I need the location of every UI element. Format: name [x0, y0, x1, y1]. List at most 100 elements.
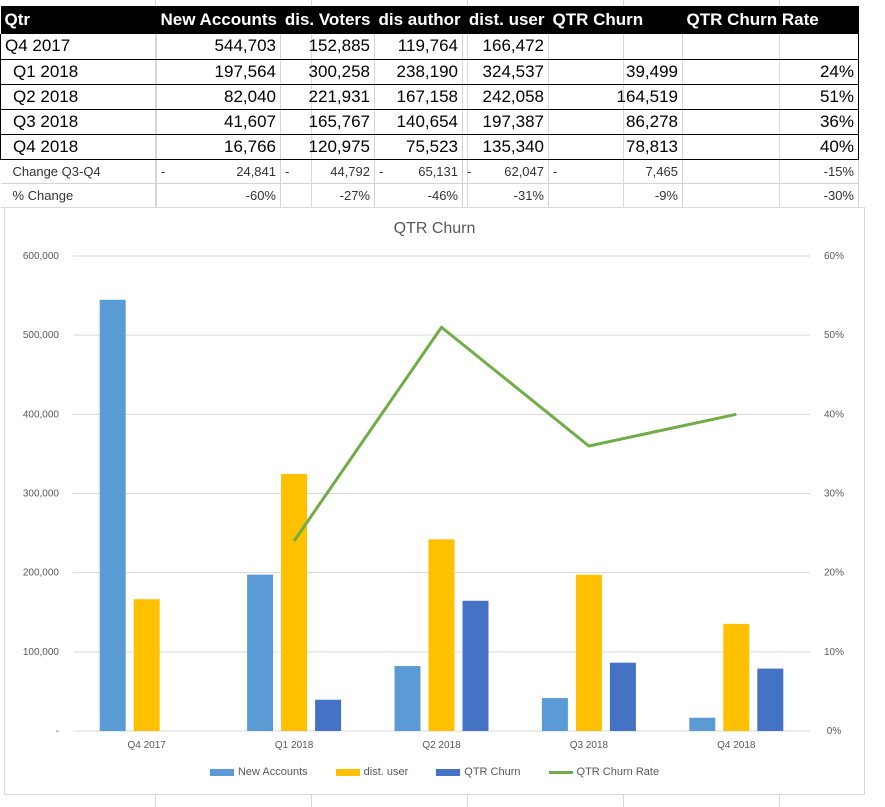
table-cell[interactable]: Q4 2018 — [0, 134, 157, 160]
y-right-tick-label: 50% — [824, 330, 844, 341]
y-right-tick-label: 30% — [824, 489, 844, 500]
y-right-tick-label: 40% — [824, 409, 844, 420]
table-row: Q2 2018 82,040 221,931 167,158 242,058 164,51… — [0, 84, 859, 110]
y-left-tick-label: 100,000 — [23, 647, 60, 658]
table-cell[interactable]: 221,931 — [280, 84, 375, 110]
table-cell[interactable]: -60% — [156, 183, 281, 208]
chart-panel[interactable]: QTR Churn - 0% 100,000 10% 200,000 20% 300,000… — [4, 207, 865, 795]
chart-title: QTR Churn — [393, 220, 476, 237]
table-cell[interactable]: - 24,841 — [156, 159, 281, 184]
table-cell[interactable] — [548, 34, 683, 60]
table-cell[interactable]: 86,278 — [548, 109, 683, 135]
table-cell[interactable]: 300,258 — [280, 59, 375, 85]
table-cell[interactable]: % Change — [0, 183, 157, 208]
table-cell[interactable]: - 7,465 — [548, 159, 683, 184]
bar — [428, 539, 455, 731]
table-cell[interactable]: 36% — [682, 109, 859, 135]
table-cell[interactable]: -27% — [280, 183, 375, 208]
table-cell[interactable]: 164,519 — [548, 84, 683, 110]
x-tick-label: Q2 2018 — [422, 740, 461, 751]
legend-label: QTR Churn — [464, 766, 521, 778]
table-cell[interactable]: Q3 2018 — [0, 109, 157, 135]
y-left-tick-label: 400,000 — [23, 409, 60, 420]
table-cell[interactable]: 165,767 — [280, 109, 375, 135]
table-row: Change Q3-Q4 -24,841-44,792-65,131-62,047… — [0, 159, 859, 184]
table-cell[interactable]: 324,537 — [462, 59, 549, 85]
table-cell[interactable]: 39,499 — [548, 59, 683, 85]
table-cell[interactable]: Q1 2018 — [0, 59, 157, 85]
bar — [99, 299, 126, 731]
table-cell[interactable]: -15% — [682, 159, 859, 184]
table-cell[interactable]: 238,190 — [374, 59, 463, 85]
header-cell[interactable]: dist. user — [462, 6, 549, 34]
y-left-tick-label: 300,000 — [23, 489, 60, 500]
legend-item[interactable]: New Accounts — [209, 766, 308, 778]
table-cell[interactable]: 544,703 — [156, 34, 281, 60]
x-tick-label: Q3 2018 — [570, 740, 609, 751]
legend-swatch — [335, 768, 360, 776]
table-cell[interactable]: 41,607 — [156, 109, 281, 135]
table-cell[interactable]: 40% — [682, 134, 859, 160]
table-cell[interactable]: Q4 2017 — [0, 34, 157, 60]
y-left-tick-label: 500,000 — [23, 330, 60, 341]
y-right-tick-label: 10% — [824, 647, 844, 658]
bar — [315, 699, 342, 731]
bar — [281, 474, 308, 731]
table-cell[interactable]: Change Q3-Q4 — [0, 159, 157, 184]
table-cell[interactable]: 16,766 — [156, 134, 281, 160]
x-tick-label: Q4 2017 — [128, 740, 167, 751]
table-cell[interactable]: 167,158 — [374, 84, 463, 110]
table-cell[interactable] — [682, 34, 859, 60]
table-cell[interactable]: -46% — [374, 183, 463, 208]
table-cell[interactable]: 119,764 — [374, 34, 463, 60]
legend-item[interactable]: QTR Churn Rate — [548, 766, 659, 778]
table-cell[interactable]: -30% — [682, 183, 859, 208]
table-cell[interactable]: 51% — [682, 84, 859, 110]
table-cell[interactable]: 120,975 — [280, 134, 375, 160]
bar — [689, 717, 716, 731]
table-cell[interactable]: - 65,131 — [374, 159, 463, 184]
bar — [609, 662, 636, 731]
table-cell[interactable]: 24% — [682, 59, 859, 85]
table-cell[interactable]: 197,564 — [156, 59, 281, 85]
y-left-tick-label: - — [56, 726, 59, 737]
header-cell[interactable]: QTR Churn Rate — [682, 6, 859, 34]
table-cell[interactable]: 242,058 — [462, 84, 549, 110]
legend-item[interactable]: QTR Churn — [436, 766, 521, 778]
legend-item[interactable]: dist. user — [335, 766, 408, 778]
cell-value: -31% — [513, 187, 544, 203]
header-cell[interactable]: Qtr — [0, 6, 157, 34]
table-cell[interactable]: 166,472 — [462, 34, 549, 60]
cell-value: -15% — [823, 163, 854, 179]
table-row: Q1 2018 197,564 300,258 238,190 324,537 39,49… — [0, 59, 859, 85]
x-tick-label: Q1 2018 — [275, 740, 314, 751]
cell-value: -60% — [245, 187, 276, 203]
table-cell[interactable]: 152,885 — [280, 34, 375, 60]
chart-legend: New Accounts dist. user QTR Churn QTR Churn… — [5, 766, 864, 778]
table-cell[interactable]: 78,813 — [548, 134, 683, 160]
table-row: % Change -60% -27% -46% -31% -9% -30% — [0, 183, 859, 208]
y-left-tick-label: 200,000 — [23, 568, 60, 579]
legend-swatch — [209, 768, 234, 776]
bar — [575, 574, 602, 731]
legend-swatch — [548, 770, 573, 774]
table-cell[interactable]: 140,654 — [374, 109, 463, 135]
header-cell[interactable]: dis author — [374, 6, 463, 34]
header-cell[interactable]: New Accounts — [156, 6, 281, 34]
cell-value: Change Q3-Q4 — [12, 163, 101, 179]
table-cell[interactable]: - 44,792 — [280, 159, 375, 184]
table-cell[interactable]: 82,040 — [156, 84, 281, 110]
table-cell[interactable]: - 62,047 — [462, 159, 549, 184]
table-cell[interactable]: 135,340 — [462, 134, 549, 160]
table-cell[interactable]: Q2 2018 — [0, 84, 157, 110]
table-cell[interactable]: 197,387 — [462, 109, 549, 135]
data-table: Qtr New Accounts dis. Voters dis author dist… — [0, 6, 859, 208]
table-cell[interactable]: -31% — [462, 183, 549, 208]
table-cell[interactable]: 75,523 — [374, 134, 463, 160]
header-cell[interactable]: dis. Voters — [280, 6, 375, 34]
table-cell[interactable]: -9% — [548, 183, 683, 208]
cell-value: 62,047 — [504, 163, 544, 179]
header-cell[interactable]: QTR Churn — [548, 6, 683, 34]
cell-value: -46% — [427, 187, 458, 203]
table-row: Q3 2018 41,607 165,767 140,654 197,387 86,278… — [0, 109, 859, 135]
